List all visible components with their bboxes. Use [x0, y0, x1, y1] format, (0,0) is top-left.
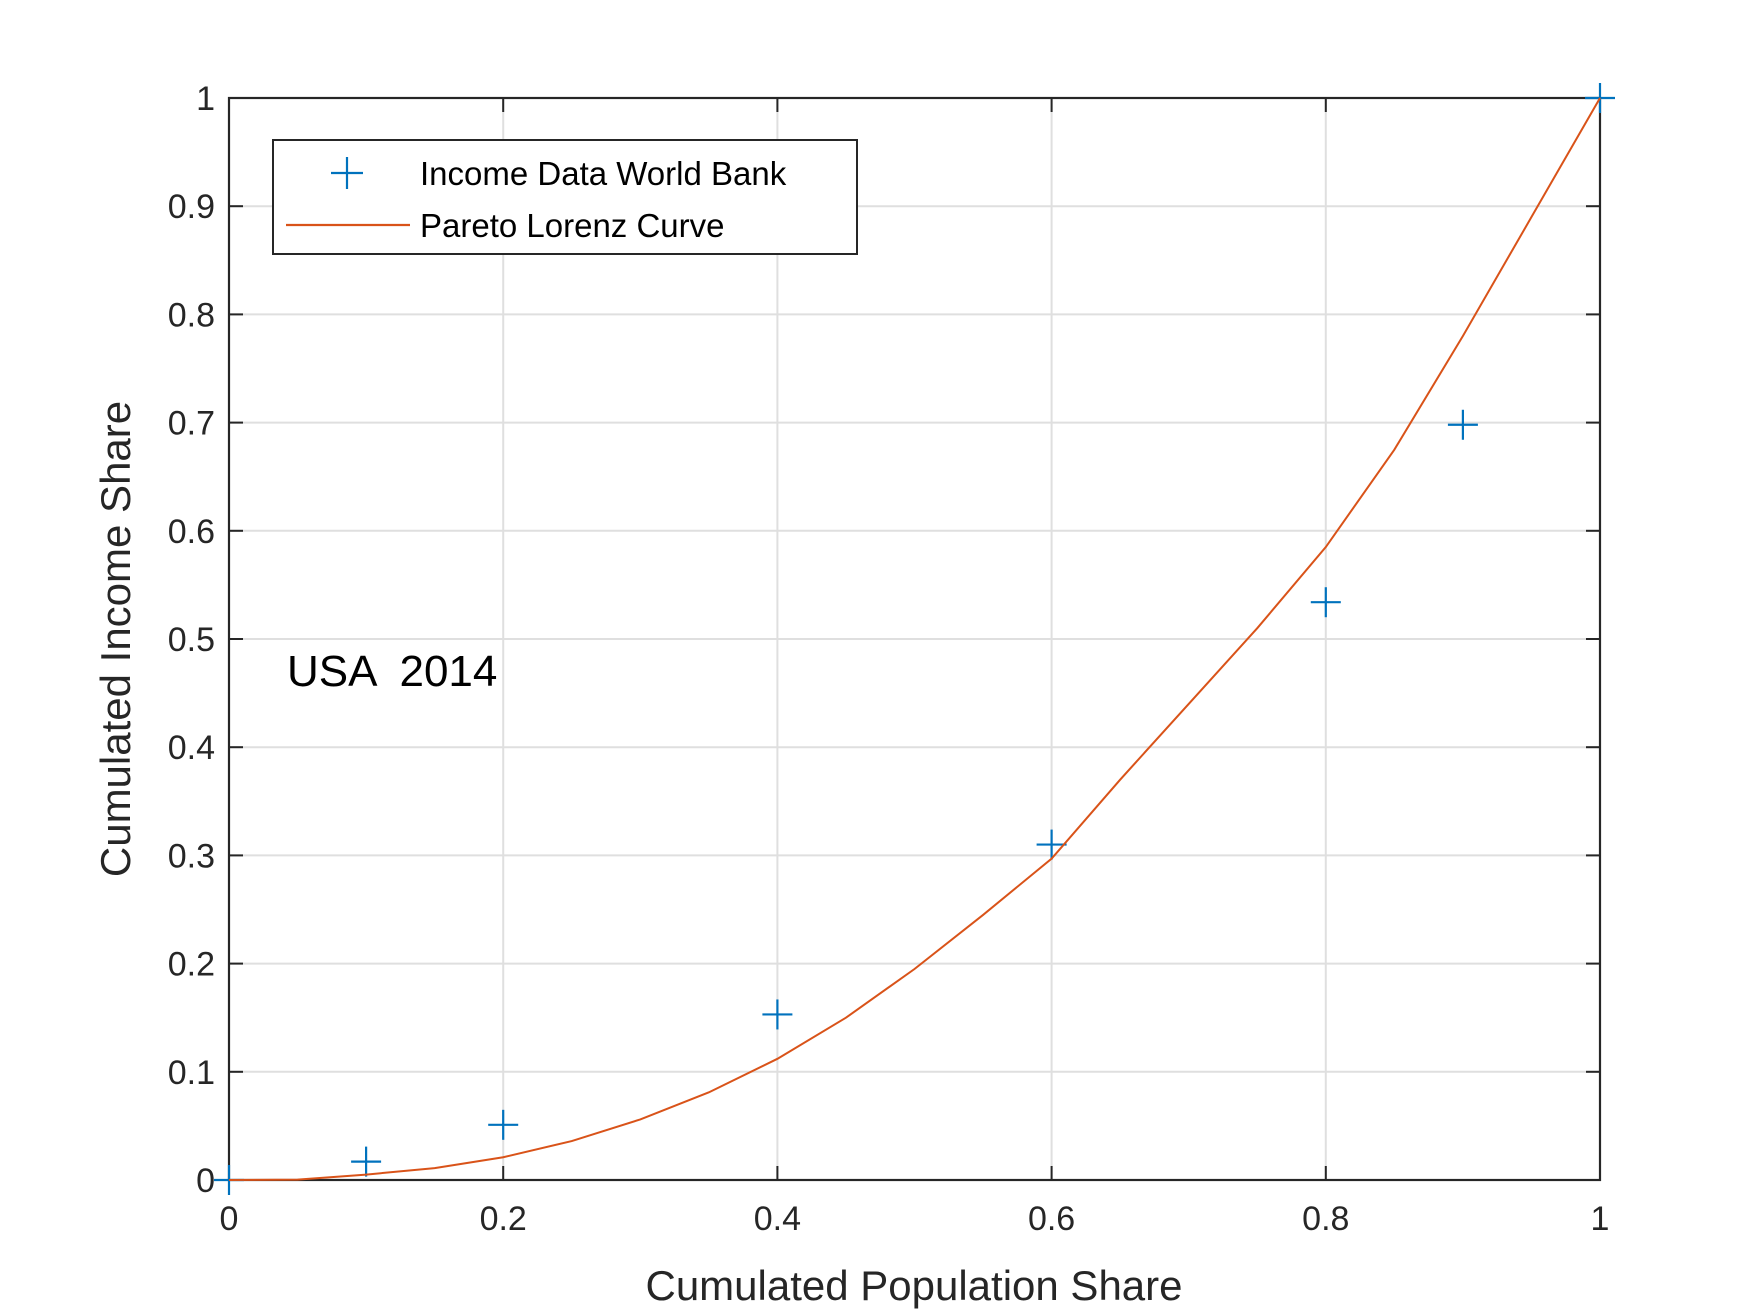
- x-axis-label: Cumulated Population Share: [645, 1262, 1182, 1309]
- x-tick-label: 0.8: [1302, 1200, 1349, 1238]
- y-tick-label: 0.2: [168, 946, 215, 984]
- tick-labels: 0 0.2 0.4 0.6 0.8 1 0 0.1 0.2 0.3 0.4 0.5 0.6 0.7 0.8 0…: [168, 80, 1610, 1238]
- x-tick-label: 0: [220, 1200, 239, 1238]
- series: [214, 83, 1615, 1195]
- y-tick-label: 1: [196, 80, 215, 118]
- data-point-plus-marker: [488, 1109, 519, 1140]
- data-point-plus-marker: [351, 1146, 382, 1177]
- pareto-lorenz-curve-line: [228, 97, 1601, 1181]
- x-tick-label: 0.2: [480, 1200, 527, 1238]
- annotation-usa-2014: USA 2014: [287, 647, 497, 696]
- y-tick-label: 0.5: [168, 621, 215, 659]
- data-point-plus-marker: [762, 999, 793, 1030]
- x-tick-label: 0.4: [754, 1200, 801, 1238]
- grid: [228, 97, 1601, 1181]
- x-tick-label: 0.6: [1028, 1200, 1075, 1238]
- y-tick-label: 0.8: [168, 296, 215, 334]
- y-tick-label: 0.9: [168, 188, 215, 226]
- y-tick-label: 0.4: [168, 729, 215, 767]
- x-tick-label: 1: [1591, 1200, 1610, 1238]
- y-tick-label: 0.6: [168, 513, 215, 551]
- y-tick-label: 0.3: [168, 837, 215, 875]
- legend-marker-plus-icon: [331, 157, 363, 189]
- legend-label-data: Income Data World Bank: [420, 155, 787, 192]
- legend: Income Data World Bank Pareto Lorenz Cur…: [272, 139, 858, 255]
- y-tick-label: 0.7: [168, 405, 215, 443]
- axes: [227, 96, 1602, 1182]
- legend-box: [272, 139, 858, 255]
- y-tick-label: 0: [196, 1162, 215, 1200]
- axes-box: [227, 96, 1602, 1182]
- legend-label-curve: Pareto Lorenz Curve: [420, 207, 725, 244]
- data-point-plus-marker: [1310, 587, 1341, 618]
- data-point-plus-marker: [1447, 409, 1478, 440]
- y-tick-label: 0.1: [168, 1054, 215, 1092]
- data-point-plus-marker: [1036, 829, 1067, 860]
- y-axis-label: Cumulated Income Share: [92, 401, 139, 877]
